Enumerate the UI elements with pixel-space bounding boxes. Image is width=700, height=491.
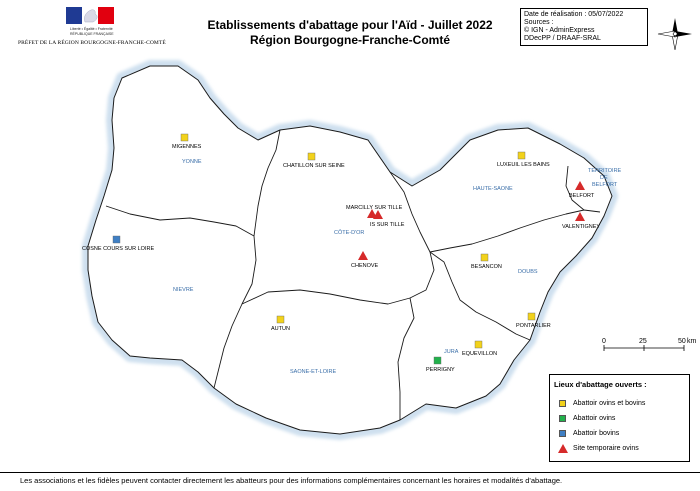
dept-label-belfort: BELFORT	[592, 182, 618, 188]
department-borders	[105, 129, 601, 420]
legend-swatch	[559, 414, 566, 422]
info-box: Date de réalisation : 05/07/2022 Sources…	[520, 8, 648, 46]
dept-label-doubs: DOUBS	[518, 269, 538, 275]
site-marker	[575, 212, 585, 221]
site-label: LUXEUIL LES BAINS	[497, 162, 550, 168]
site-autun[interactable]: AUTUN	[271, 315, 290, 332]
legend-item-bovins: Abattoir bovins	[559, 428, 619, 438]
site-label: MARCILLY SUR TILLE	[346, 205, 403, 211]
site-equevillon[interactable]: EQUEVILLON	[462, 340, 497, 357]
legend-item-ovins: Abattoir ovins	[559, 413, 615, 423]
site-label: BESANCON	[471, 264, 502, 270]
legend-label: Abattoir bovins	[573, 429, 620, 437]
legend-label: Site temporaire ovins	[573, 444, 639, 452]
dept-label-nievre: NIEVRE	[173, 287, 194, 293]
site-label: VALENTIGNEY	[562, 224, 600, 230]
scale-unit: km	[687, 338, 696, 345]
site-chenove[interactable]: CHENOVE	[351, 251, 379, 269]
site-pontarlier[interactable]: PONTARLIER	[516, 312, 551, 329]
site-perrigny[interactable]: PERRIGNY	[426, 356, 455, 373]
scale-tick-50: 50	[678, 338, 686, 345]
legend-swatch	[559, 399, 566, 407]
site-label: AUTUN	[271, 326, 290, 332]
site-marker	[358, 251, 368, 260]
scale-tick-25: 25	[639, 338, 647, 345]
site-label: CHATILLON SUR SEINE	[283, 163, 345, 169]
site-label: PONTARLIER	[516, 323, 551, 329]
site-marcilly-sur-tille[interactable]: MARCILLY SUR TILLE	[346, 205, 403, 218]
scale-bar: 0 25 50 km	[602, 338, 696, 351]
footer-note: Les associations et les fidèles peuvent …	[0, 472, 700, 491]
department-labels: YONNE NIEVRE CÔTE-D'OR SAONE-ET-LOIRE HA…	[173, 159, 622, 375]
legend: Lieux d'abattage ouverts : Abattoir ovin…	[549, 374, 690, 462]
legend-item-ovins-bovins: Abattoir ovins et bovins	[559, 398, 645, 408]
dept-label-territoire: TERRITOIRE	[588, 168, 622, 174]
site-belfort[interactable]: BELFORT	[569, 181, 595, 199]
dept-label-yonne: YONNE	[182, 159, 202, 165]
site-marker	[433, 356, 442, 365]
site-marker	[276, 315, 285, 324]
site-label: IS SUR TILLE	[370, 222, 405, 228]
title-line-1: Etablissements d'abattage pour l'Aïd - J…	[207, 18, 493, 32]
republique-francaise-logo: Liberté • Égalité • Fraternité RÉPUBLIQU…	[66, 7, 114, 37]
site-marker	[474, 340, 483, 349]
logo-republique: RÉPUBLIQUE FRANÇAISE	[70, 32, 114, 36]
north-arrow-icon	[657, 18, 692, 51]
legend-triangle-icon	[558, 443, 568, 453]
legend-title: Lieux d'abattage ouverts :	[554, 380, 647, 389]
site-marker	[480, 253, 489, 262]
sources-label: Sources :	[524, 19, 554, 26]
marianne-flag-icon	[66, 7, 114, 24]
title-line-2: Région Bourgogne-Franche-Comté	[250, 33, 450, 47]
site-label: COSNE COURS SUR LOIRE	[82, 246, 154, 252]
site-marker	[517, 151, 526, 160]
region-outline	[87, 65, 613, 435]
site-chatillon-sur-seine[interactable]: CHATILLON SUR SEINE	[283, 152, 345, 169]
legend-item-temporaire: Site temporaire ovins	[558, 443, 639, 453]
logo-motto: Liberté • Égalité • Fraternité	[70, 27, 113, 31]
site-marker	[575, 181, 585, 190]
site-marker	[527, 312, 536, 321]
dept-label-saone-et-loire: SAONE-ET-LOIRE	[290, 369, 336, 375]
site-marker	[112, 235, 121, 244]
site-label: PERRIGNY	[426, 367, 455, 373]
site-marker	[180, 133, 189, 142]
source-ddecpp: DDecPP / DRAAF-SRAL	[524, 35, 601, 42]
site-label: MIGENNES	[172, 144, 202, 150]
region-map: YONNE NIEVRE CÔTE-D'OR SAONE-ET-LOIRE HA…	[82, 60, 622, 440]
site-marker	[307, 152, 316, 161]
dept-label-de: DE	[600, 175, 608, 181]
dept-label-jura: JURA	[444, 349, 459, 355]
prefet-text: PRÉFET DE LA RÉGION BOURGOGNE-FRANCHE-CO…	[18, 40, 166, 46]
site-label: EQUEVILLON	[462, 351, 497, 357]
site-is-sur-tille[interactable]: IS SUR TILLE	[370, 210, 405, 228]
scale-tick-0: 0	[602, 338, 606, 345]
date-text: Date de réalisation : 05/07/2022	[524, 11, 624, 18]
site-label: BELFORT	[569, 193, 595, 199]
site-migennes[interactable]: MIGENNES	[172, 133, 202, 150]
site-label: CHENOVE	[351, 263, 379, 269]
site-valentigney[interactable]: VALENTIGNEY	[562, 212, 600, 230]
site-cosne-cours-sur-loire[interactable]: COSNE COURS SUR LOIRE	[82, 235, 154, 252]
source-ign: © IGN - AdminExpress	[524, 27, 595, 34]
dept-label-haute-saone: HAUTE-SAONE	[473, 186, 513, 192]
legend-label: Abattoir ovins	[573, 414, 616, 422]
map-title: Etablissements d'abattage pour l'Aïd - J…	[200, 18, 500, 48]
site-luxeuil-les-bains[interactable]: LUXEUIL LES BAINS	[497, 151, 550, 168]
site-besancon[interactable]: BESANCON	[471, 253, 502, 270]
site-marker	[373, 210, 383, 219]
legend-label: Abattoir ovins et bovins	[573, 399, 646, 407]
sites-layer: MIGENNES CHATILLON SUR SEINE LUXEUIL LES…	[82, 133, 600, 373]
site-marker	[367, 209, 377, 218]
legend-swatch	[559, 429, 566, 437]
dept-label-cote-dor: CÔTE-D'OR	[334, 229, 364, 236]
